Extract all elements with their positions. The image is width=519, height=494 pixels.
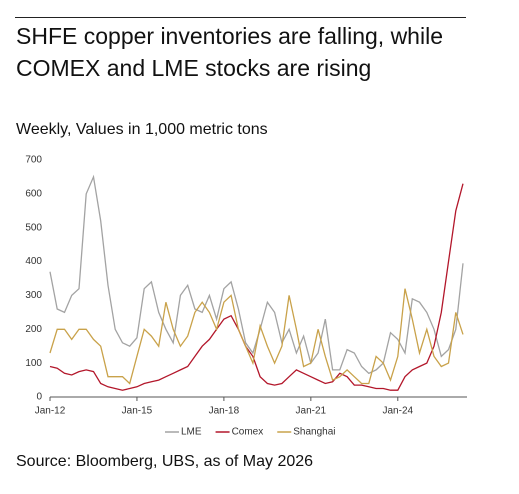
source-note: Source: Bloomberg, UBS, as of May 2026 [16,453,314,470]
top-rule [15,17,466,18]
chart: 0 100 200 300 400 500 600 700 Jan-12 Jan-15 Jan-18… [25,155,467,438]
chart-title: SHFE copper inventories are falling, whi… [16,23,443,81]
x-tick-label: Jan-12 [35,406,66,417]
y-tick-label: 700 [25,155,42,166]
y-tick-label: 100 [25,358,42,369]
series-line [49,183,464,391]
y-tick-label: 300 [25,290,42,301]
y-tick-label: 0 [36,392,42,403]
series-line [49,288,464,385]
y-tick-label: 500 [25,222,42,233]
y-tick-label: 400 [25,256,42,267]
x-tick-label: Jan-24 [383,406,414,417]
x-tick-label: Jan-15 [122,406,153,417]
legend-label: LME [181,427,202,438]
x-tick-label: Jan-18 [209,406,240,417]
legend-label: Comex [232,427,264,438]
y-tick-label: 200 [25,324,42,335]
x-tick-label: Jan-21 [296,406,327,417]
y-tick-label: 600 [25,188,42,199]
legend-label: Shanghai [293,427,335,438]
chart-subtitle: Weekly, Values in 1,000 metric tons [16,121,268,138]
